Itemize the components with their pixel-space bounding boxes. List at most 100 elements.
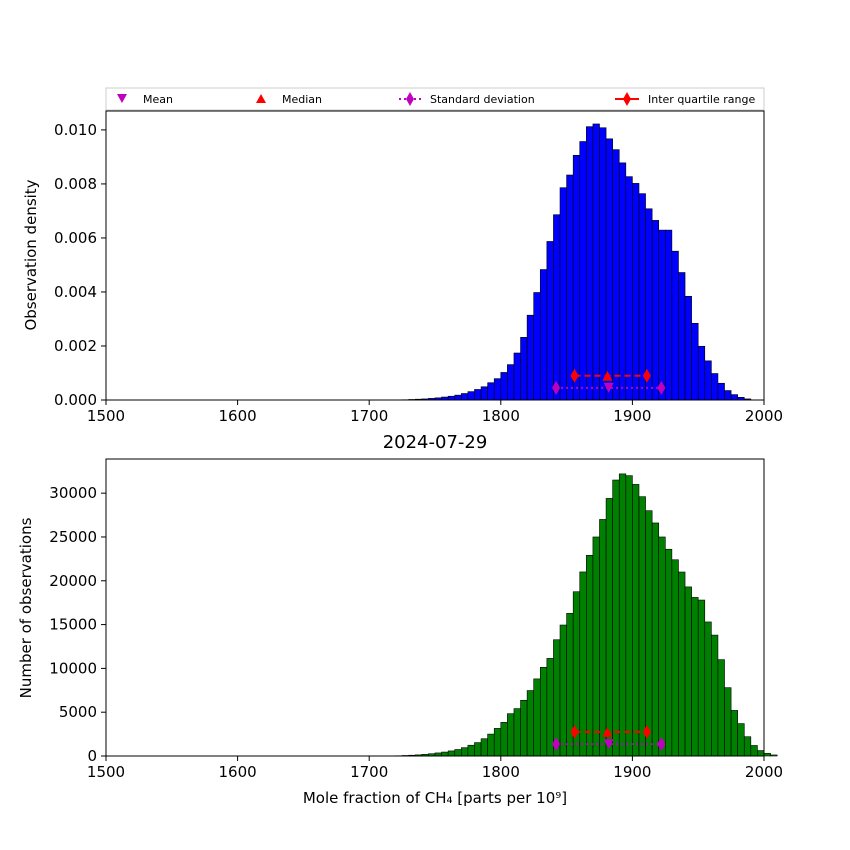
- count-bar: [500, 722, 508, 757]
- density-bar: [586, 126, 594, 401]
- count-x-axis-label: Mole fraction of CH₄ [parts per 10⁹]: [303, 789, 567, 807]
- density-bar: [625, 176, 633, 401]
- count-bar: [487, 733, 495, 757]
- count-y-axis-label: Number of observations: [17, 517, 35, 698]
- density-y-tick-label: 0.004: [54, 283, 97, 301]
- density-x-tick-label: 2000: [745, 407, 783, 425]
- count-x-tick-label: 1700: [350, 763, 388, 781]
- density-bar: [461, 393, 469, 401]
- count-bar: [493, 728, 502, 757]
- count-bar: [592, 536, 600, 757]
- count-bar: [513, 708, 521, 757]
- count-axes-frame: [105, 458, 765, 757]
- count-bar: [579, 571, 587, 757]
- density-iqr-low-marker: [570, 368, 579, 383]
- legend: Mean Median Standard deviation Inter qua…: [105, 87, 765, 111]
- legend-label-stddev: Standard deviation: [430, 93, 535, 106]
- density-bar: [684, 295, 692, 401]
- density-bar: [474, 389, 482, 401]
- density-axes-frame: [105, 110, 765, 401]
- density-x-tick-label: 1600: [219, 407, 257, 425]
- count-bars: [395, 473, 778, 757]
- count-bar: [618, 473, 627, 757]
- density-bar: [539, 269, 548, 401]
- legend-entry-median: Median: [256, 93, 322, 106]
- legend-frame: [105, 87, 765, 111]
- density-bar: [612, 149, 620, 401]
- density-bar: [664, 229, 673, 401]
- count-y-tick-label: 25000: [49, 528, 97, 546]
- density-bar: [671, 250, 679, 401]
- density-median-marker: [602, 370, 613, 381]
- count-x-tick-label: 1500: [87, 763, 125, 781]
- count-x-tick-label: 1600: [219, 763, 257, 781]
- count-stddev-high-marker: [657, 737, 666, 752]
- count-bar: [474, 742, 482, 757]
- count-bar: [533, 678, 541, 757]
- count-y-tick-label: 30000: [49, 484, 97, 502]
- count-bar: [441, 751, 449, 757]
- count-stddev-low-marker: [552, 737, 561, 752]
- count-x-tick-label: 1900: [613, 763, 651, 781]
- iqr-legend-marker: [623, 92, 631, 106]
- density-bar: [493, 378, 502, 401]
- count-bar: [507, 713, 515, 757]
- legend-label-mean: Mean: [143, 93, 173, 106]
- density-y-tick-label: 0.002: [54, 337, 97, 355]
- count-bar: [770, 754, 778, 757]
- density-y-tick-label: 0.010: [54, 121, 97, 139]
- density-bar: [691, 322, 699, 401]
- density-y-tick-label: 0.008: [54, 175, 97, 193]
- density-x-tick-label: 1500: [87, 407, 125, 425]
- count-bar: [717, 659, 725, 757]
- density-bar: [638, 193, 646, 401]
- density-bar: [487, 382, 495, 401]
- count-iqr-low-marker: [570, 724, 579, 739]
- density-bar: [454, 394, 462, 401]
- density-bar: [513, 352, 521, 401]
- density-bar: [566, 174, 574, 401]
- count-summary-markers: [552, 724, 666, 752]
- count-x-tick-label: 2000: [745, 763, 783, 781]
- count-bar: [447, 750, 456, 757]
- count-bar: [711, 634, 719, 757]
- legend-entry-mean: Mean: [117, 93, 173, 106]
- count-bar: [638, 496, 646, 757]
- count-bar: [750, 745, 758, 757]
- count-bar: [658, 536, 666, 757]
- density-y-ticks: 0.000 0.002 0.004 0.006 0.008 0.010: [54, 121, 106, 409]
- density-iqr-high-marker: [642, 368, 651, 383]
- count-y-tick-label: 10000: [49, 659, 97, 677]
- count-bar: [691, 597, 699, 757]
- count-bar: [651, 522, 660, 757]
- count-histogram-panel: 1500 1600 1700 1800 1900 2000 0 5000 10000 15000…: [17, 458, 783, 807]
- count-bar: [599, 519, 607, 757]
- density-stddev-high-marker: [657, 380, 666, 395]
- count-bar: [586, 554, 594, 757]
- count-bar: [559, 624, 567, 757]
- count-bar: [730, 710, 738, 757]
- density-bar: [599, 127, 607, 401]
- count-bar: [632, 484, 640, 757]
- density-bar: [592, 123, 600, 401]
- density-bar: [546, 241, 554, 401]
- density-bar: [658, 229, 666, 401]
- density-bar: [572, 154, 581, 401]
- density-x-tick-label: 1900: [613, 407, 651, 425]
- count-bar: [526, 690, 534, 757]
- density-stddev-low-marker: [552, 380, 561, 395]
- count-y-tick-label: 15000: [49, 616, 97, 634]
- count-mean-marker: [603, 739, 614, 750]
- count-bar: [625, 475, 633, 757]
- density-bar: [447, 395, 456, 401]
- density-y-axis-label: Observation density: [22, 179, 40, 330]
- count-bar: [763, 753, 771, 757]
- count-median-marker: [602, 726, 613, 737]
- count-bar: [697, 599, 706, 757]
- density-bar: [605, 138, 613, 401]
- density-bar: [632, 183, 640, 401]
- count-y-tick-label: 20000: [49, 572, 97, 590]
- density-bar: [500, 372, 508, 401]
- density-bar: [507, 364, 515, 401]
